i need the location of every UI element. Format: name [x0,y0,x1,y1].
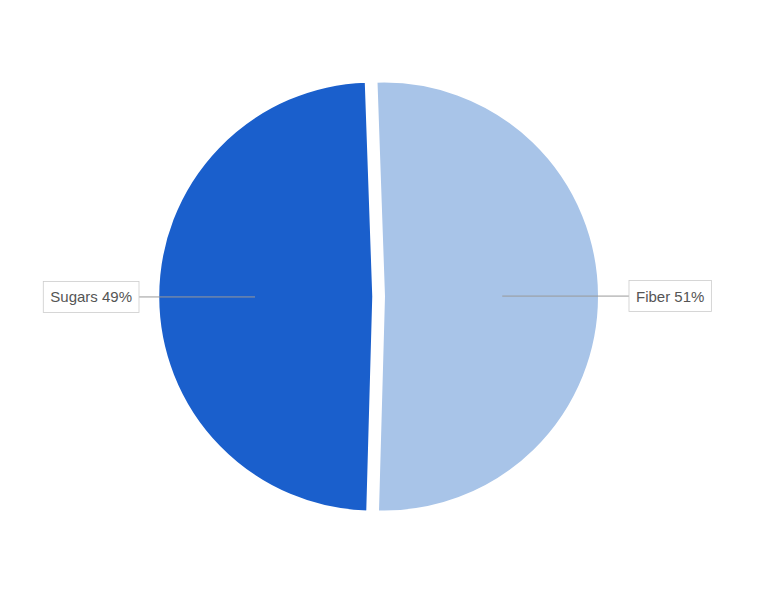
leader-line [139,296,255,297]
chart-container: Sugars 49% Fiber 51% [0,0,768,593]
slice-annotation: Sugars 49% [43,281,255,312]
leader-line [502,296,629,297]
background [0,0,768,593]
label-box [43,281,139,312]
label-box [629,281,711,312]
slice-annotation: Fiber 51% [502,281,711,312]
slice-label: Fiber 51% [636,288,704,305]
labels: Sugars 49% Fiber 51% [43,281,711,313]
slice-label: Sugars 49% [50,288,132,305]
chart-svg: Sugars 49% Fiber 51% [0,0,768,593]
